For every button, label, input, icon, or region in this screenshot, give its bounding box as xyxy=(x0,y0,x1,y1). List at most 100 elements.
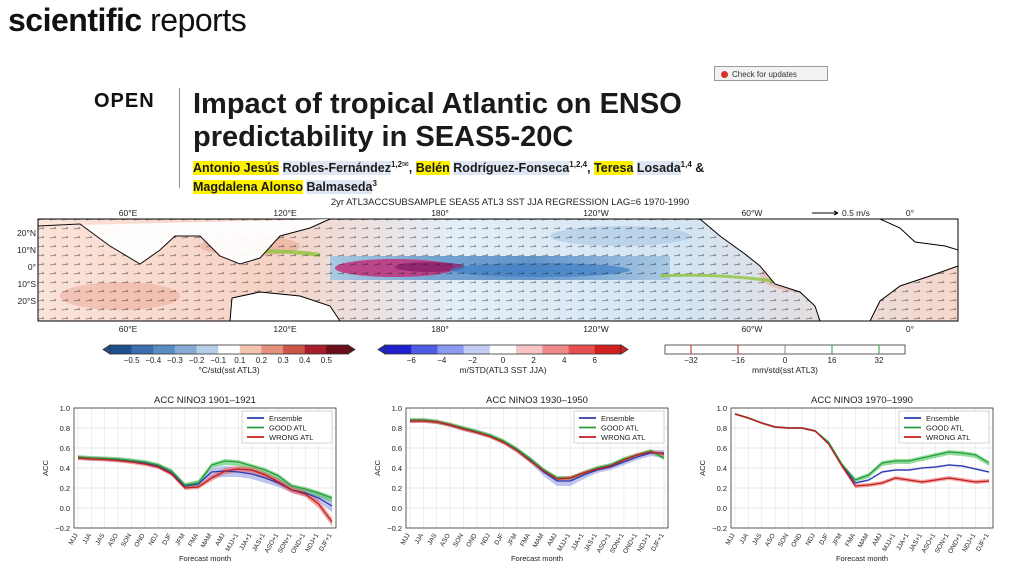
x-tick-label: JAS xyxy=(751,532,763,546)
colorbar-tick: −0.5 xyxy=(124,356,140,365)
open-access-label: OPEN xyxy=(94,90,155,112)
journal-name[interactable]: scientific reports xyxy=(8,2,247,39)
svg-text:20°S: 20°S xyxy=(17,296,36,306)
author-link[interactable]: Magdalena Alonso Balmaseda3 xyxy=(193,179,377,195)
x-tick-label: MJJ+1 xyxy=(556,532,572,553)
colorbar-tick: 0 xyxy=(501,356,506,365)
colorbar-tick: 0.3 xyxy=(278,356,290,365)
y-tick-label: 1.0 xyxy=(717,404,727,413)
x-axis-label: Forecast month xyxy=(511,554,563,563)
author-link[interactable]: Antonio Jesús Robles-Fernández1,2✉ xyxy=(193,160,409,176)
colorbar-max-arrow xyxy=(347,344,356,355)
svg-text:0°: 0° xyxy=(28,262,36,272)
y-tick-label: 0.4 xyxy=(60,464,70,473)
article-title: Impact of tropical Atlantic on ENSO pred… xyxy=(193,88,893,154)
colorbar-tick: 0.2 xyxy=(256,356,268,365)
colorbar-segment xyxy=(705,345,746,354)
colorbar-tick: −16 xyxy=(731,356,745,365)
colorbar-tick: −0.3 xyxy=(167,356,183,365)
colorbar-segment xyxy=(261,345,284,354)
x-tick-label: MJJ xyxy=(725,533,737,547)
colorbar-tick: −0.2 xyxy=(189,356,205,365)
colorbar-tick: 0 xyxy=(783,356,788,365)
x-tick-label: NDJ xyxy=(148,533,160,547)
x-tick-label: ASO xyxy=(439,533,452,548)
y-axis-label: ACC xyxy=(373,460,382,476)
y-tick-label: 0.4 xyxy=(392,464,402,473)
colorbar-label: m/STD(ATL3 SST JJA) xyxy=(459,365,546,375)
x-tick-label: FMA xyxy=(187,532,200,548)
svg-text:20°N: 20°N xyxy=(17,228,36,238)
y-tick-label: 0.0 xyxy=(717,504,727,513)
x-tick-label: MJJ+1 xyxy=(881,532,897,553)
acc-chart-1901-1921: ACC NINO3 1901–1921 −0.2 0.0 0.2 0.4 0.6 0.8 1.… xyxy=(41,395,337,563)
colorbar-tick: 16 xyxy=(828,356,837,365)
x-tick-label: DJF+1 xyxy=(975,532,991,553)
chart-title: ACC NINO3 1901–1921 xyxy=(154,395,256,406)
x-tick-label: DJF xyxy=(161,532,173,546)
map-plot-area xyxy=(37,218,959,322)
colorbar-tick: −4 xyxy=(437,356,447,365)
y-tick-label: 0.4 xyxy=(717,464,727,473)
check-for-updates-label: Check for updates xyxy=(732,70,797,79)
colorbar-tick: 0.4 xyxy=(299,356,311,365)
colorbar-segment xyxy=(153,345,176,354)
legend-label: GOOD ATL xyxy=(269,424,307,433)
x-axis-label: Forecast month xyxy=(836,554,888,563)
colorbar-segment xyxy=(785,345,826,354)
author-link[interactable]: Teresa Losada1,4 xyxy=(594,160,692,176)
y-tick-label: 1.0 xyxy=(60,404,70,413)
y-tick-label: 1.0 xyxy=(392,404,402,413)
colorbar-segment xyxy=(411,345,438,354)
y-tick-label: 0.2 xyxy=(392,484,402,493)
chart-title: ACC NINO3 1930–1950 xyxy=(486,395,588,406)
svg-text:120°W: 120°W xyxy=(583,324,609,334)
y-axis-label: ACC xyxy=(41,460,50,476)
colorbar-segment xyxy=(665,345,706,354)
plot-frame xyxy=(730,407,994,529)
x-tick-label: FMA xyxy=(844,532,857,548)
series-line xyxy=(734,413,990,487)
legend-label: WRONG ATL xyxy=(926,433,970,442)
colorbar-min-arrow xyxy=(102,344,111,355)
y-tick-label: 0.6 xyxy=(60,444,70,453)
colorbar-segment xyxy=(489,345,517,354)
x-tick-label: JAS xyxy=(426,532,438,546)
colorbar-tick: 0.5 xyxy=(321,356,333,365)
x-tick-label: JFM xyxy=(174,533,186,547)
x-tick-label: MAM xyxy=(857,533,871,550)
x-tick-label: SON xyxy=(120,532,133,548)
colorbar-tick: 32 xyxy=(875,356,884,365)
check-for-updates-button[interactable]: Check for updates xyxy=(714,66,828,81)
colorbar-segment xyxy=(463,345,491,354)
series-line xyxy=(77,456,333,499)
chart-title: ACC NINO3 1970–1990 xyxy=(811,395,913,406)
y-tick-label: 0.8 xyxy=(392,424,402,433)
y-tick-label: −0.2 xyxy=(55,524,70,533)
author-list: Antonio Jesús Robles-Fernández1,2✉, Belé… xyxy=(193,160,705,195)
x-tick-label: OND xyxy=(465,532,478,548)
x-tick-label: AMJ xyxy=(546,533,559,548)
colorbar-segment xyxy=(131,345,154,354)
legend-label: Ensemble xyxy=(601,414,634,423)
colorbar-segment xyxy=(283,345,306,354)
regression-map: 60°E 120°E 180° 120°W 60°W 0° 60°E 120°E… xyxy=(17,208,959,334)
map-lat-labels: 20°N 10°N 0° 10°S 20°S xyxy=(17,228,36,306)
article-title-line2: predictability in SEAS5-20C xyxy=(193,121,574,153)
legend-label: WRONG ATL xyxy=(269,433,313,442)
colorbar-segment xyxy=(174,345,197,354)
x-tick-label: ASO xyxy=(764,533,777,548)
x-axis-label: Forecast month xyxy=(179,554,231,563)
author-link[interactable]: Belén Rodríguez-Fonseca1,2,4 xyxy=(415,160,588,176)
y-tick-label: −0.2 xyxy=(712,524,727,533)
header-divider xyxy=(179,88,180,188)
svg-text:60°W: 60°W xyxy=(742,324,763,334)
x-tick-label: AMJ xyxy=(871,533,884,548)
colorbar-segment xyxy=(542,345,569,354)
x-tick-label: ASO xyxy=(107,533,120,548)
svg-text:120°W: 120°W xyxy=(583,208,609,218)
colorbar-tick: −2 xyxy=(468,356,478,365)
legend-label: WRONG ATL xyxy=(601,433,645,442)
x-tick-label: JJA xyxy=(82,532,94,545)
x-tick-label: SON xyxy=(452,532,465,548)
